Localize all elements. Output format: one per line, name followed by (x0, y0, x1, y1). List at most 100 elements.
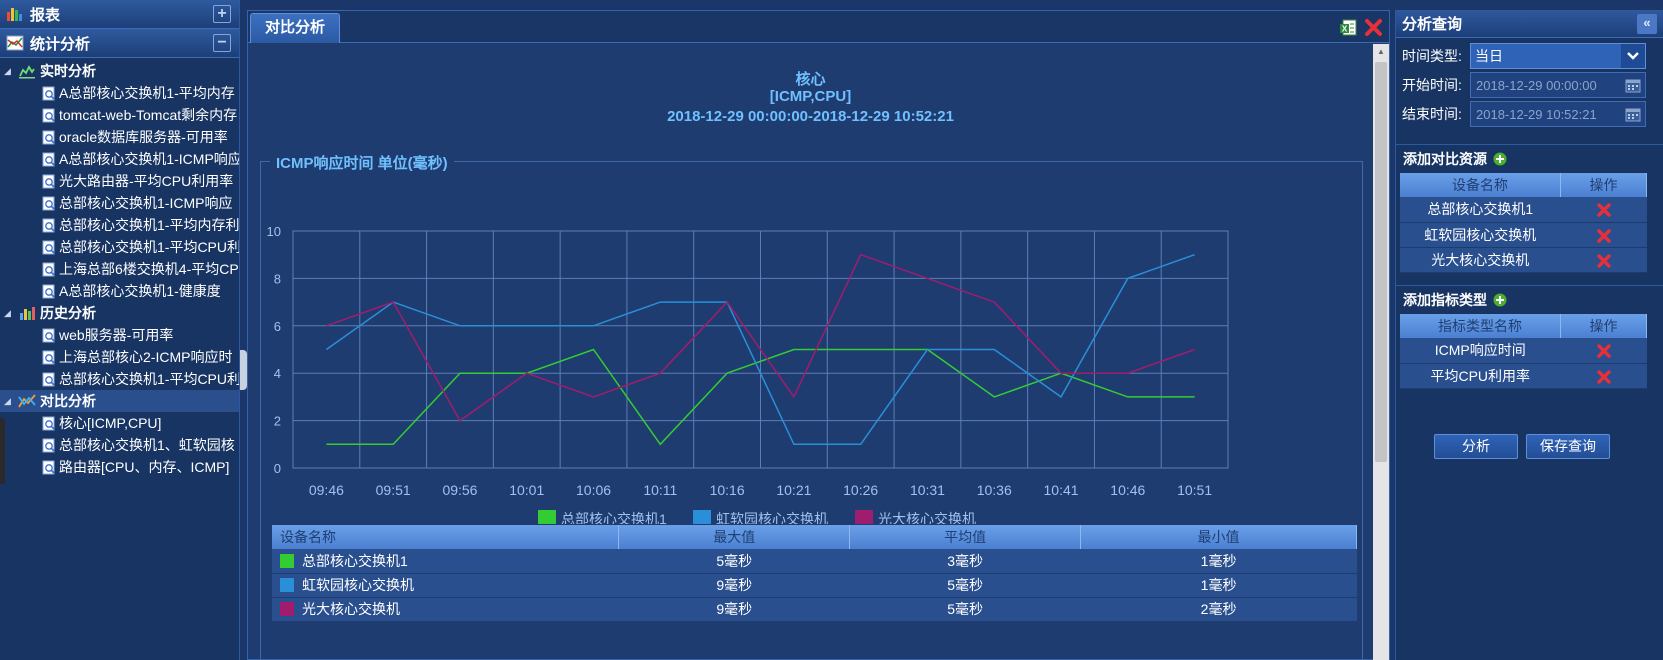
start-time-input[interactable]: 2018-12-29 00:00:00 (1470, 72, 1646, 98)
min-cell: 1毫秒 (1080, 573, 1357, 598)
x-tick-label: 10:41 (1044, 482, 1079, 498)
stats-column-header[interactable]: 最大值 (618, 525, 851, 549)
scroll-up-icon[interactable]: ▲ (1377, 47, 1385, 56)
legend-label[interactable]: 光大核心交换机 (878, 511, 976, 524)
icmp-line-chart: 0 2 4 6 8 10 09:46 09:51 09:56 10:01 10:06 10:11 10:… (267, 224, 1229, 524)
start-time-value: 2018-12-29 00:00:00 (1476, 77, 1597, 93)
query-panel-title: 分析查询 (1402, 16, 1463, 33)
report-page-icon (42, 130, 55, 144)
max-cell: 9毫秒 (618, 573, 850, 598)
stats-panel-header[interactable]: 统计分析 − (0, 29, 239, 58)
report-title: 核心 (795, 71, 826, 88)
tab-compare-analysis[interactable]: 对比分析 (250, 13, 341, 43)
x-tick-label: 10:46 (1110, 482, 1145, 498)
expand-icon[interactable]: + (213, 5, 231, 23)
tree-item[interactable]: 光大路由器-平均CPU利用率 (0, 170, 239, 192)
collapse-icon[interactable]: − (213, 34, 231, 52)
resource-name: 总部核心交换机1 (1400, 197, 1561, 223)
avg-cell: 5毫秒 (849, 597, 1081, 622)
collapse-right-icon[interactable]: « (1637, 13, 1657, 34)
report-page-icon (42, 240, 55, 254)
tree-item[interactable]: web服务器-可用率 (0, 324, 239, 346)
series-color-swatch (280, 553, 294, 568)
delete-icon[interactable] (1596, 344, 1611, 359)
report-panel-header[interactable]: 报表 + (0, 0, 239, 29)
triangle-down-icon[interactable]: ◢ (4, 307, 11, 318)
end-time-input[interactable]: 2018-12-29 10:52:21 (1470, 101, 1646, 127)
tree-item[interactable]: 路由器[CPU、内存、ICMP] (0, 456, 239, 478)
tree-item-label: A总部核心交换机1-平均内存 (59, 85, 235, 101)
min-cell: 1毫秒 (1080, 549, 1357, 574)
legend-swatch[interactable] (538, 510, 556, 524)
tree-item[interactable]: A总部核心交换机1-平均内存 (0, 82, 239, 104)
triangle-down-icon[interactable]: ◢ (4, 395, 11, 406)
tree-group-label: 历史分析 (40, 305, 96, 321)
triangle-down-icon[interactable]: ◢ (4, 65, 11, 76)
table-row[interactable]: 虹软园核心交换机 9毫秒 5毫秒 1毫秒 (272, 573, 1357, 598)
tree-item[interactable]: 上海总部6楼交换机4-平均CP (0, 258, 239, 280)
metric-section-header: 添加指标类型 (1396, 285, 1663, 313)
tree-item[interactable]: 上海总部核心2-ICMP响应时 (0, 346, 239, 368)
tree-item[interactable]: 总部核心交换机1-平均CPU利 (0, 236, 239, 258)
add-metric-icon[interactable] (1493, 293, 1507, 307)
vertical-scrollbar[interactable]: ▲ (1373, 44, 1389, 660)
history-chart-icon (20, 307, 35, 320)
calendar-icon[interactable] (1621, 102, 1645, 126)
report-page-icon (42, 284, 55, 298)
x-tick-label: 10:26 (843, 482, 878, 498)
report-page-icon (42, 152, 55, 166)
analyze-button[interactable]: 分析 (1434, 434, 1518, 459)
legend-swatch[interactable] (693, 510, 711, 524)
tree-item[interactable]: 总部核心交换机1-平均内存利 (0, 214, 239, 236)
svg-text:X: X (1342, 25, 1348, 34)
metric-table: 指标类型名称 操作 ICMP响应时间 平均CPU利用率 (1400, 314, 1647, 389)
delete-icon[interactable] (1596, 203, 1611, 218)
delete-icon[interactable] (1596, 369, 1611, 384)
report-page-icon (42, 108, 55, 122)
resource-section-title: 添加对比资源 (1403, 150, 1487, 167)
legend-label[interactable]: 虹软园核心交换机 (716, 511, 828, 524)
table-row[interactable]: 总部核心交换机1 5毫秒 3毫秒 1毫秒 (272, 549, 1357, 574)
scroll-thumb[interactable] (1375, 62, 1387, 462)
delete-icon[interactable] (1596, 253, 1611, 268)
legend-swatch[interactable] (855, 510, 873, 524)
time-type-select[interactable]: 当日 (1470, 43, 1646, 69)
sidebar-splitter[interactable] (240, 350, 247, 390)
tree-item[interactable]: 核心[ICMP,CPU] (0, 412, 239, 434)
tree-group[interactable]: ◢ 实时分析 (0, 60, 239, 82)
tree-item[interactable]: 总部核心交换机1-ICMP响应 (0, 192, 239, 214)
tree-group[interactable]: ◢ 历史分析 (0, 302, 239, 324)
add-resource-icon[interactable] (1493, 152, 1507, 166)
metric-row: 平均CPU利用率 (1400, 363, 1647, 389)
y-tick-label: 4 (274, 366, 281, 381)
table-row[interactable]: 光大核心交换机 9毫秒 5毫秒 2毫秒 (272, 597, 1357, 622)
calendar-icon[interactable] (1621, 73, 1645, 97)
column-header: 设备名称 (1400, 173, 1561, 197)
tree-item[interactable]: A总部核心交换机1-健康度 (0, 280, 239, 302)
tree-item[interactable]: oracle数据库服务器-可用率 (0, 126, 239, 148)
operation-cell (1560, 247, 1647, 273)
series-color-swatch (280, 602, 294, 616)
stats-column-header[interactable]: 设备名称 (272, 525, 620, 549)
tree-item[interactable]: tomcat-web-Tomcat剩余内存 (0, 104, 239, 126)
left-edge-handle[interactable] (0, 418, 5, 484)
right-panel: 分析查询 « 时间类型: 当日 开始时间: 2018-12-29 00:00:0… (1395, 10, 1663, 660)
start-time-row: 开始时间: 2018-12-29 00:00:00 (1402, 72, 1646, 98)
tab-bar: 对比分析 X (248, 11, 1389, 43)
export-excel-icon[interactable]: X (1339, 19, 1357, 37)
min-cell: 2毫秒 (1080, 597, 1357, 622)
tree-item[interactable]: 总部核心交换机1-平均CPU利 (0, 368, 239, 390)
legend-label[interactable]: 总部核心交换机1 (561, 511, 667, 524)
save-query-button[interactable]: 保存查询 (1526, 434, 1610, 459)
tree-item[interactable]: 总部核心交换机1、虹软园核 (0, 434, 239, 456)
stats-column-header[interactable]: 最小值 (1080, 525, 1357, 549)
time-type-row: 时间类型: 当日 (1402, 43, 1646, 69)
delete-icon[interactable] (1596, 228, 1611, 243)
time-type-label: 时间类型: (1402, 48, 1462, 64)
stats-column-header[interactable]: 平均值 (849, 525, 1082, 549)
close-icon[interactable] (1364, 18, 1383, 37)
tree-group[interactable]: ◢ 对比分析 (0, 390, 239, 412)
operation-cell (1560, 363, 1647, 389)
chevron-down-icon[interactable] (1621, 44, 1645, 68)
tree-item[interactable]: A总部核心交换机1-ICMP响应 (0, 148, 239, 170)
